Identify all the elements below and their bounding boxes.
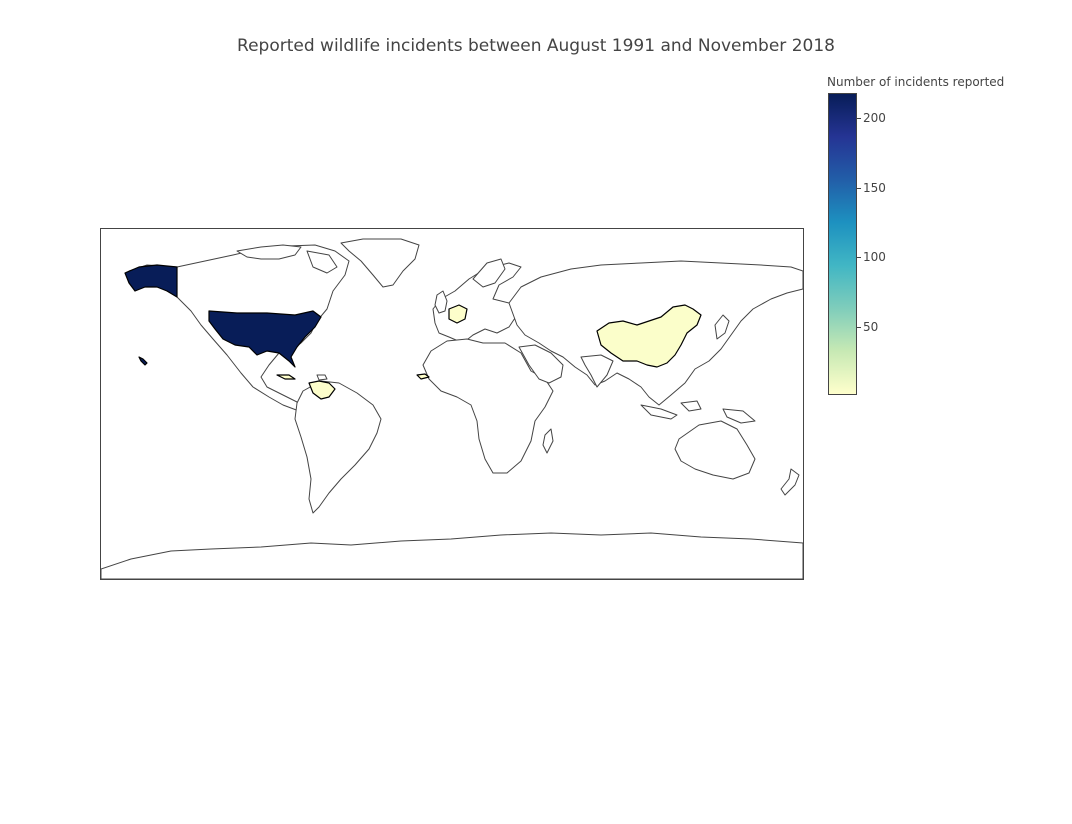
region-china[interactable] (596, 304, 702, 368)
region-united-states-shape (124, 264, 178, 298)
land-south-america (294, 380, 382, 514)
colorbar-tick (857, 188, 861, 189)
land-greenland (340, 238, 420, 288)
chart-title: Reported wildlife incidents between Augu… (237, 36, 835, 56)
land-antarctica (101, 532, 803, 579)
land-baffin (306, 250, 338, 274)
land-scandinavia (472, 258, 506, 288)
land-arctic-islands (236, 244, 302, 260)
colorbar-tick-label: 150 (863, 181, 886, 195)
land-india (580, 354, 614, 388)
land-new-zealand (780, 468, 800, 496)
world-map (101, 238, 803, 579)
region-gambia[interactable] (416, 373, 430, 380)
region-venezuela[interactable] (308, 380, 336, 400)
colorbar-tick-label: 50 (863, 320, 879, 334)
land-australia (674, 420, 756, 480)
land-britain (434, 290, 448, 314)
region-united-states-shape (208, 310, 322, 368)
region-china-shape (596, 304, 702, 368)
colorbar-tick (857, 327, 861, 328)
region-cuba-shape (276, 374, 296, 380)
land-new-guinea (722, 408, 756, 424)
region-france[interactable] (448, 304, 468, 324)
land-indonesia-b (680, 400, 702, 412)
land-indonesia-a (640, 404, 678, 420)
land-arabia (518, 344, 564, 384)
land-madagascar (542, 428, 554, 454)
colorbar-title: Number of incidents reported (827, 75, 1005, 89)
colorbar-tick (857, 257, 861, 258)
land-japan (714, 314, 730, 340)
choropleth-layer (124, 264, 702, 400)
region-united-states[interactable] (124, 264, 322, 368)
colorbar (828, 93, 857, 395)
colorbar-tick-label: 100 (863, 250, 886, 264)
region-cuba[interactable] (276, 374, 296, 380)
land-layer (101, 238, 803, 579)
region-venezuela-shape (308, 380, 336, 400)
land-hispaniola (316, 374, 328, 381)
region-france-shape (448, 304, 468, 324)
colorbar-tick-label: 200 (863, 111, 886, 125)
land-africa (422, 338, 554, 474)
map-frame[interactable] (100, 228, 804, 580)
region-gambia-shape (416, 373, 430, 380)
region-united-states-shape (138, 356, 148, 366)
colorbar-tick (857, 118, 861, 119)
